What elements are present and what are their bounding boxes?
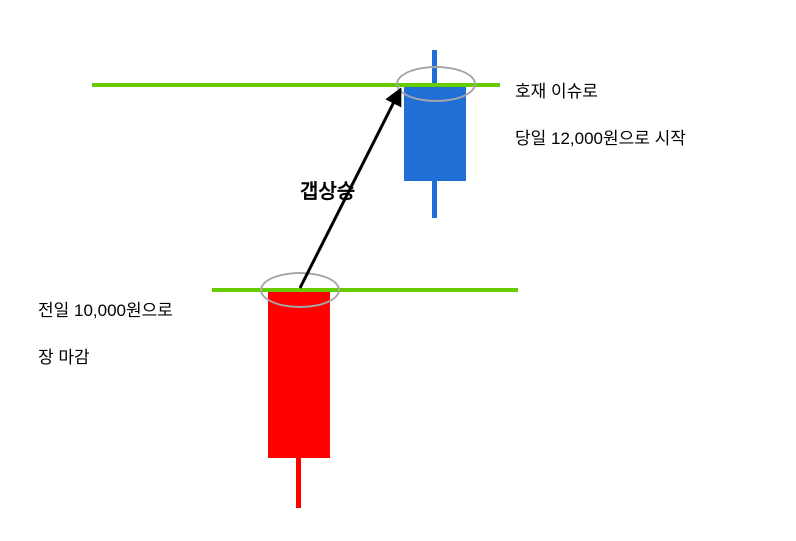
gap-up-label: 갭상승	[300, 150, 355, 206]
gap-up-diagram: 전일 10,000원으로 장 마감 호재 이슈로 당일 12,000원으로 시작…	[0, 0, 796, 541]
label-text: 전일 10,000원으로	[38, 301, 173, 320]
today-open-label: 호재 이슈로 당일 12,000원으로 시작	[515, 56, 686, 151]
label-text: 당일 12,000원으로 시작	[515, 129, 686, 148]
label-text: 장 마감	[38, 348, 90, 367]
previous-close-label: 전일 10,000원으로 장 마감	[38, 275, 173, 370]
label-text: 호재 이슈로	[515, 82, 598, 101]
label-text: 갭상승	[300, 181, 355, 203]
